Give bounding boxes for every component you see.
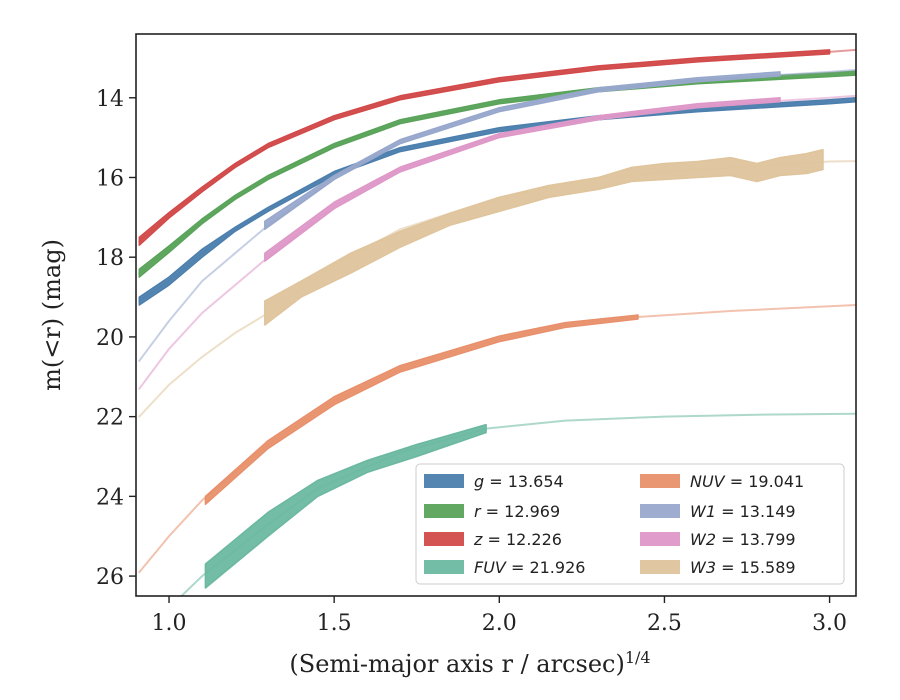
legend-band-value: = 21.926 [506,558,586,577]
legend-band-name: g [474,472,484,491]
series-band-w1 [264,71,781,231]
y-axis-label: m(<r) (mag) [38,239,66,391]
legend-label-z: z = 12.226 [473,530,562,549]
x-tick-label: 1.5 [317,611,352,636]
y-tick-label: 22 [96,406,124,431]
legend-band-name: W2 [690,530,716,549]
legend-swatch-nuv [640,474,680,488]
legend-label-w2: W2 = 13.799 [690,530,796,549]
x-axis-label: (Semi-major axis r / arcsec)1/4 [289,648,650,678]
legend-label-r: r = 12.969 [474,502,560,521]
legend-band-name: NUV [690,472,726,491]
legend-band-name: r [474,502,482,521]
series-band-w3 [264,148,824,326]
legend-band-name: FUV [474,558,507,577]
legend-label-nuv: NUV = 19.041 [690,472,804,491]
y-tick-label: 24 [96,485,124,510]
legend-label-w3: W3 = 15.589 [690,558,796,577]
y-tick-label: 14 [96,87,124,112]
series-band-g [138,97,856,306]
y-tick-label: 18 [96,246,124,271]
y-tick-label: 20 [96,326,124,351]
series-layer [138,48,856,596]
legend-frame [415,463,845,585]
legend-band-value: = 13.149 [716,502,796,521]
legend-label-w1: W1 = 13.149 [690,502,796,521]
x-tick-label: 2.5 [647,611,682,636]
series-line-w1 [138,68,856,362]
legend-swatch-z [424,532,464,546]
y-tick-label: 26 [96,565,124,590]
legend-swatch-w1 [640,504,680,518]
series-band-fuv [204,423,487,589]
x-axis-label-text: (Semi-major axis r / arcsec) [289,650,624,678]
legend-band-name: W3 [690,558,716,577]
legend-swatch-w3 [640,560,680,574]
x-tick-label: 1.0 [152,611,187,636]
legend-band-value: = 15.589 [716,558,796,577]
ticks-layer: 1.0 1.5 2.0 2.5 3.0 14 16 18 20 22 24 26 [96,87,847,636]
legend-swatch-r [424,504,464,518]
y-tick-label: 16 [96,166,124,191]
series-band-z [138,49,831,246]
x-tick-label: 2.0 [482,611,517,636]
series-band-nuv [204,314,639,506]
series-band-r [138,70,856,278]
legend-label-g: g = 13.654 [474,472,564,491]
legend-band-value: = 13.799 [716,530,796,549]
legend-band-value: = 13.654 [484,472,564,491]
plot-frame [135,33,857,597]
legend-band-name: z [473,530,483,549]
x-tick-label: 3.0 [812,611,847,636]
x-axis-label-superscript: 1/4 [625,648,651,667]
legend-label-fuv: FUV = 21.926 [474,558,585,577]
series-band-w2 [264,97,781,262]
legend-band-name: W1 [690,502,716,521]
legend-band-value: = 19.041 [725,472,805,491]
legend-band-value: = 12.226 [482,530,562,549]
legend-swatch-g [424,474,464,488]
legend-swatch-w2 [640,532,680,546]
legend-band-value: = 12.969 [481,502,561,521]
legend-swatch-fuv [424,560,464,574]
